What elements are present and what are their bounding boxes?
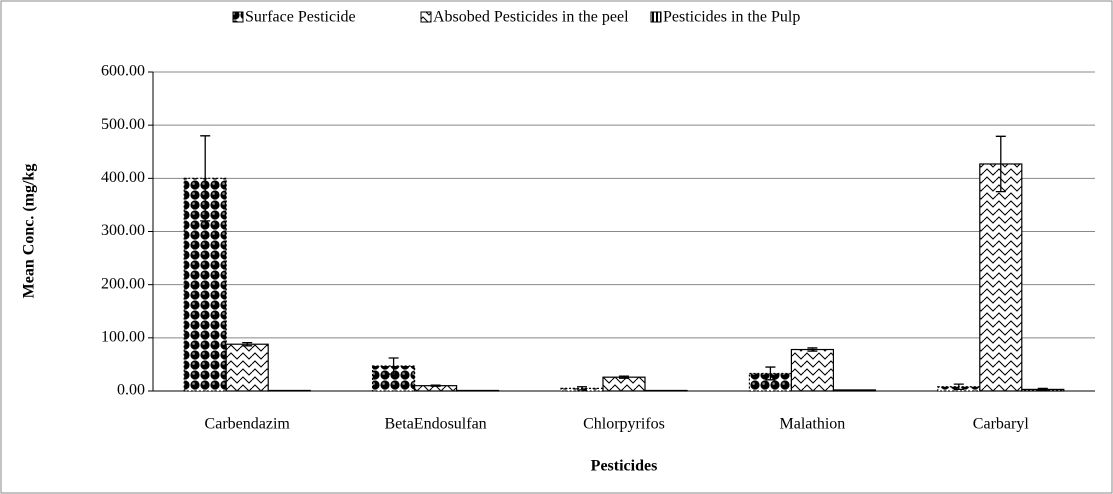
bar (602, 376, 646, 392)
error-bar (765, 366, 776, 381)
x-tick-label: BetaEndosulfan (384, 416, 486, 433)
x-tick-label: Malathion (780, 416, 846, 433)
y-tick-label: 300.00 (101, 222, 145, 239)
legend-swatch (232, 11, 244, 23)
legend-label: Pesticides in the Pulp (663, 9, 800, 26)
x-axis-label: Pesticides (591, 458, 658, 475)
error-bar (242, 341, 253, 347)
y-tick-label: 400.00 (101, 169, 145, 186)
y-axis-label: Mean Conc. (mg/kg (21, 164, 38, 299)
x-tick-label: Carbaryl (973, 416, 1030, 433)
legend-swatch (420, 11, 432, 23)
error-bar (430, 384, 441, 387)
y-tick-label: 100.00 (101, 329, 145, 346)
error-bar (200, 135, 211, 222)
bar (456, 389, 500, 392)
y-tick-label: 600.00 (101, 63, 145, 80)
bar (832, 389, 877, 392)
bar (790, 348, 835, 392)
y-tick-label: 500.00 (101, 116, 145, 133)
error-bar (995, 135, 1006, 193)
error-bar (577, 386, 587, 391)
error-bar (953, 383, 964, 391)
legend-swatch (650, 11, 662, 23)
error-bar (1037, 387, 1048, 392)
bar (979, 163, 1023, 392)
y-tick-label: 0.00 (117, 382, 145, 399)
x-tick-label: Chlorpyrifos (583, 416, 665, 433)
bar (267, 389, 311, 392)
legend-label: Surface Pesticide (245, 9, 356, 26)
error-bar (619, 375, 629, 379)
bar (644, 389, 688, 392)
bar (225, 343, 269, 392)
error-bar (388, 357, 399, 375)
legend-label: Absobed Pesticides in the peel (433, 9, 629, 26)
error-bar (807, 347, 818, 352)
y-tick-label: 200.00 (101, 275, 145, 292)
x-tick-label: Carbendazim (205, 416, 291, 433)
